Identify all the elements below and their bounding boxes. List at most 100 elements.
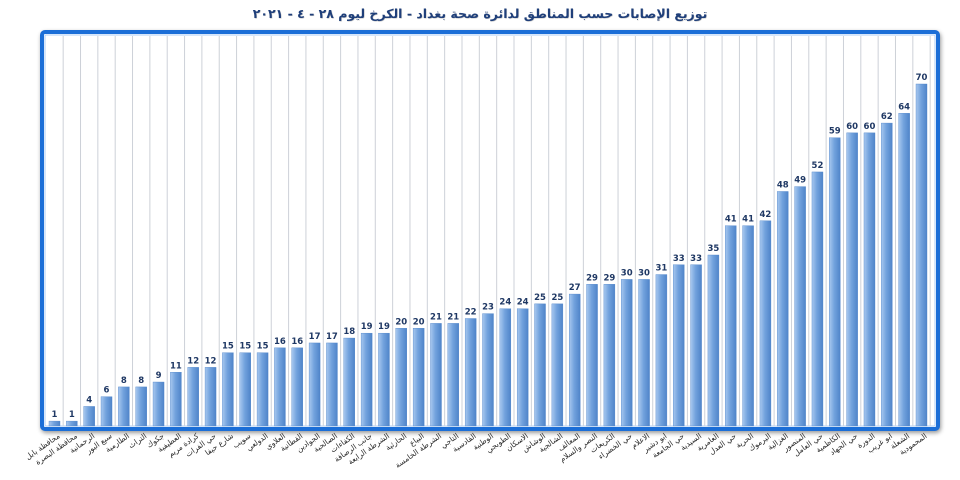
data-label: 4 <box>86 395 92 405</box>
data-label: 23 <box>482 303 494 313</box>
bar <box>430 323 442 427</box>
bar <box>586 284 598 427</box>
bar <box>551 303 564 427</box>
bars <box>48 83 928 427</box>
data-label: 35 <box>707 244 719 254</box>
bar <box>447 323 460 427</box>
bar <box>915 83 928 427</box>
bar <box>100 396 113 427</box>
bar <box>187 367 199 427</box>
bar <box>690 264 702 427</box>
bar <box>811 171 824 427</box>
data-label: 1 <box>52 410 58 420</box>
data-label: 17 <box>326 332 338 342</box>
data-label: 31 <box>655 264 667 274</box>
data-label: 15 <box>239 342 251 352</box>
data-label: 62 <box>881 112 893 122</box>
bar <box>239 352 251 427</box>
data-label: 49 <box>794 176 806 186</box>
bar <box>742 225 754 427</box>
data-label: 30 <box>621 268 633 278</box>
data-label: 30 <box>638 268 650 278</box>
data-label: 41 <box>725 215 737 225</box>
bar <box>863 132 876 427</box>
bar <box>794 186 806 427</box>
bar <box>274 347 286 427</box>
bar <box>881 122 893 427</box>
bar <box>152 381 165 427</box>
bar <box>638 279 650 427</box>
data-label: 20 <box>413 317 425 327</box>
chart-title: توزيع الإصابات حسب المناطق لدائرة صحة بغ… <box>252 6 708 21</box>
bar <box>621 279 633 427</box>
data-label: 29 <box>586 273 598 283</box>
data-label: 18 <box>343 327 355 337</box>
data-label: 19 <box>361 322 373 332</box>
bar <box>707 254 720 427</box>
data-label: 21 <box>430 312 442 322</box>
data-label: 20 <box>395 317 407 327</box>
data-label: 8 <box>138 376 144 386</box>
data-label: 15 <box>257 342 269 352</box>
data-label: 1 <box>69 410 75 420</box>
data-label: 24 <box>517 298 529 308</box>
bar <box>222 352 234 427</box>
bar <box>48 420 61 427</box>
data-label: 8 <box>121 376 127 386</box>
data-label: 9 <box>156 371 162 381</box>
bar <box>308 342 321 427</box>
data-label: 41 <box>742 215 754 225</box>
data-label: 11 <box>170 361 182 371</box>
data-label: 22 <box>465 308 477 318</box>
bar <box>673 264 685 427</box>
data-label: 17 <box>309 332 321 342</box>
data-label: 12 <box>187 356 199 366</box>
data-label: 48 <box>777 180 789 190</box>
bar <box>725 225 737 427</box>
data-label: 59 <box>829 127 841 137</box>
data-label: 60 <box>864 122 876 132</box>
bar <box>291 347 303 427</box>
data-label: 70 <box>916 73 928 83</box>
bar <box>516 308 529 427</box>
bar <box>204 367 217 427</box>
data-label: 42 <box>760 210 772 220</box>
data-label: 64 <box>898 102 910 112</box>
data-label: 27 <box>569 283 581 293</box>
bar <box>118 386 130 427</box>
bar <box>759 220 772 427</box>
data-label: 12 <box>205 356 217 366</box>
data-label: 24 <box>499 298 511 308</box>
bar <box>256 352 269 427</box>
data-label: 15 <box>222 342 234 352</box>
bar <box>603 284 616 427</box>
data-label: 16 <box>291 337 303 347</box>
data-label: 25 <box>534 293 546 303</box>
data-label: 33 <box>690 254 702 264</box>
bar <box>66 420 78 427</box>
bar <box>170 372 182 427</box>
data-label: 52 <box>812 161 824 171</box>
bar <box>482 313 494 427</box>
bar <box>326 342 338 427</box>
bar <box>569 293 581 427</box>
data-label: 16 <box>274 337 286 347</box>
tick-label: التراث <box>127 431 149 450</box>
bar <box>464 318 477 427</box>
data-label: 21 <box>447 312 459 322</box>
bar <box>777 191 789 427</box>
bar <box>534 303 546 427</box>
data-label: 29 <box>603 273 615 283</box>
gridlines <box>62 36 931 426</box>
bar <box>898 113 910 427</box>
bar <box>412 328 425 427</box>
bar <box>378 332 390 427</box>
data-label: 6 <box>104 386 110 396</box>
bar <box>395 328 407 427</box>
data-label: 60 <box>846 122 858 132</box>
bar <box>360 332 373 427</box>
